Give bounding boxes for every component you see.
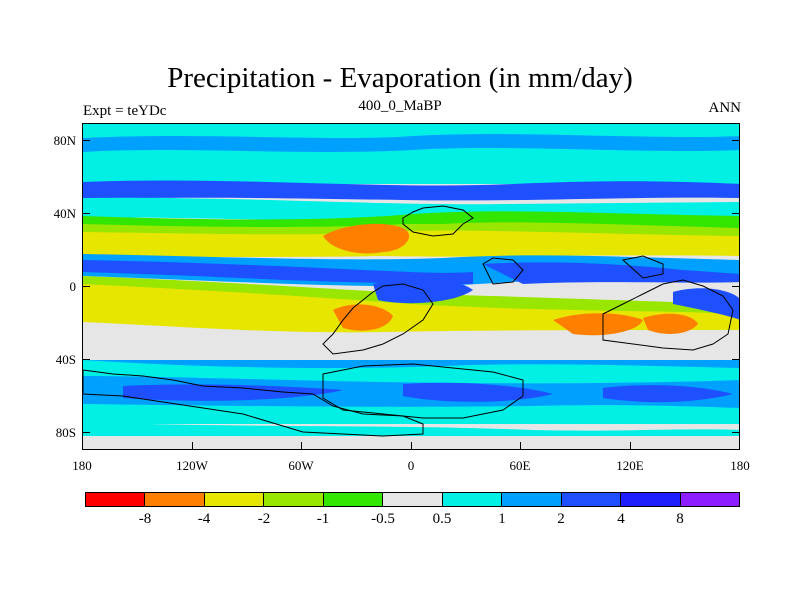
y-tick-mark: [732, 286, 740, 287]
y-tick-label: 40S: [55, 352, 76, 367]
x-tick-mark: [520, 442, 521, 450]
y-tick-mark: [82, 359, 90, 360]
subtitle-right: ANN: [708, 100, 742, 116]
map-title: Precipitation - Evaporation (in mm/day): [167, 62, 633, 94]
colorbar-label: -2: [257, 511, 271, 527]
y-tick-mark: [732, 140, 740, 141]
map-panel: [82, 123, 740, 450]
colorbar-swatch: [145, 493, 205, 506]
colorbar-label: 1: [498, 511, 506, 527]
colorbar-swatch: [204, 493, 265, 506]
colorbar-label: -8: [138, 511, 152, 527]
x-tick-label: 60W: [288, 458, 314, 473]
y-tick-mark: [82, 286, 90, 287]
y-tick-mark: [82, 432, 90, 433]
colorbar-label: 8: [676, 511, 684, 527]
colorbar-label: 4: [617, 511, 625, 527]
x-tick-mark: [301, 442, 302, 450]
x-tick-label: 0: [407, 458, 415, 473]
x-tick-label: 180: [72, 458, 92, 473]
colorbar-swatch: [621, 493, 681, 506]
y-tick-label: 40N: [53, 206, 76, 221]
y-tick-mark: [732, 432, 740, 433]
precip-evap-field: [83, 124, 739, 449]
colorbar-label: -4: [197, 511, 211, 527]
x-tick-mark: [411, 442, 412, 450]
colorbar: [85, 492, 740, 507]
x-tick-mark: [630, 442, 631, 450]
y-tick-mark: [82, 140, 90, 141]
y-tick-label: 80N: [53, 133, 76, 148]
y-tick-mark: [732, 359, 740, 360]
x-tick-label: 180: [730, 458, 750, 473]
colorbar-swatch: [680, 493, 739, 506]
x-tick-label: 60E: [509, 458, 531, 473]
subtitle-center: 400_0_MaBP: [358, 98, 442, 114]
colorbar-label: -1: [316, 511, 330, 527]
colorbar-swatch: [383, 493, 443, 506]
colorbar-label: -0.5: [371, 511, 395, 527]
colorbar-swatch: [323, 493, 384, 506]
x-tick-mark: [192, 442, 193, 450]
x-tick-label: 120W: [176, 458, 208, 473]
subtitle-left: Expt = teYDc: [83, 103, 167, 119]
y-tick-label: 0: [69, 279, 77, 294]
x-tick-label: 120E: [616, 458, 644, 473]
colorbar-swatch: [442, 493, 503, 506]
colorbar-label: 2: [557, 511, 565, 527]
y-tick-mark: [732, 213, 740, 214]
colorbar-label: 0.5: [432, 511, 452, 527]
y-tick-mark: [82, 213, 90, 214]
colorbar-swatch: [502, 493, 562, 506]
y-tick-label: 80S: [55, 425, 76, 440]
colorbar-swatch: [86, 493, 146, 506]
colorbar-swatch: [264, 493, 324, 506]
colorbar-swatch: [561, 493, 622, 506]
